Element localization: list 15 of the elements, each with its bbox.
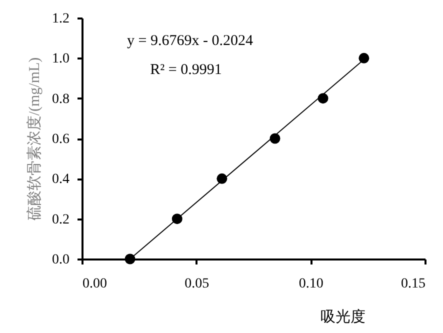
y-tick-label: 1.0: [52, 52, 70, 67]
x-tick-label: 0.00: [82, 276, 107, 292]
y-axis-title: 硫酸软骨素浓度/(mg/mL): [26, 57, 43, 221]
x-tick-label: 0.10: [298, 276, 324, 292]
x-tick-label: 0.15: [401, 276, 426, 292]
y-tick-label: 0.8: [52, 92, 70, 107]
x-axis-title: 吸光度: [320, 308, 366, 326]
y-tick-label: 1.2: [52, 12, 70, 26]
y-tick-label: 0.2: [52, 212, 70, 228]
x-tick-label: 0.05: [184, 276, 210, 292]
y-tick-label: 0.0: [52, 252, 70, 268]
annotation: y = 9.6769x - 0.2024: [127, 33, 254, 49]
y-tick-label: 0.6: [52, 132, 70, 147]
annotation: R² = 0.9991: [150, 62, 222, 78]
y-tick-label: 0.4: [52, 172, 70, 188]
